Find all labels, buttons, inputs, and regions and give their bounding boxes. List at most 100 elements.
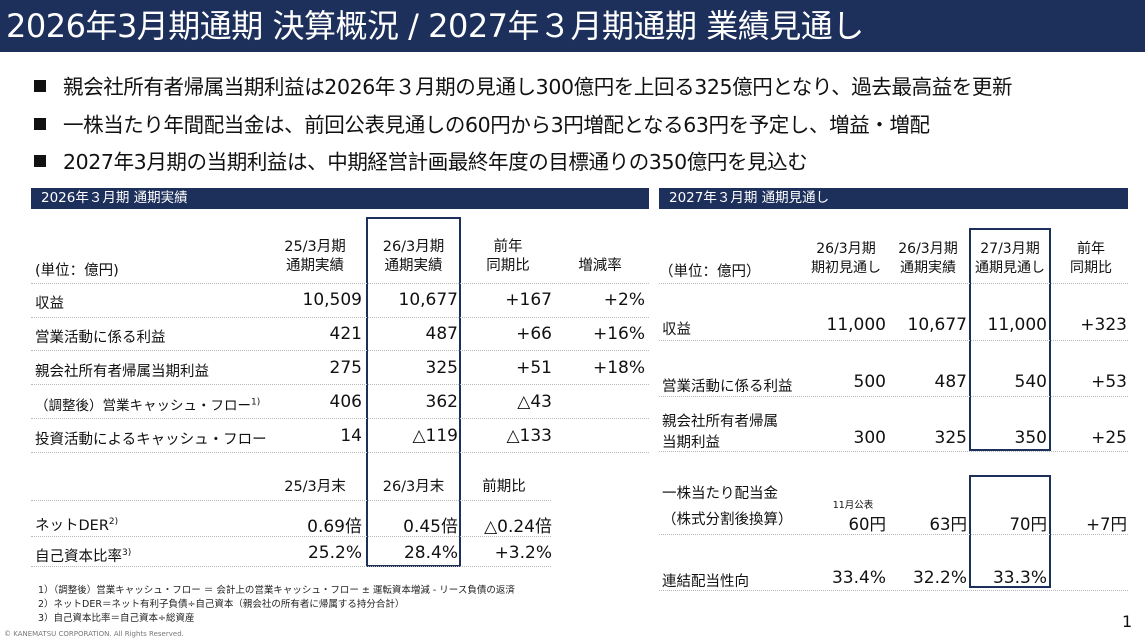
table-cell: 11,000 <box>826 315 886 335</box>
row-divider <box>659 283 1128 284</box>
column-header: 25/3月末 <box>284 479 346 495</box>
section-header-forecast: 2027年３月期 通期見通し <box>659 188 1128 209</box>
bullet-item: 親会社所有者帰属当期利益は2026年３月期の見通し300億円を上回る325億円と… <box>34 70 1012 100</box>
footnote: 3）自己資本比率＝自己資本÷総資産 <box>38 613 195 624</box>
column-header: 前年 同期比 <box>1056 240 1126 278</box>
table-cell: +323 <box>1080 315 1127 335</box>
row-label: 当期利益 <box>662 435 720 451</box>
table-cell: 487 <box>425 324 458 344</box>
table-cell: 25.2% <box>307 543 362 563</box>
column-header-text: 26/3月期 通期実績 <box>382 239 445 274</box>
column-header: 前年 同期比 <box>468 238 548 276</box>
row-divider <box>31 317 649 318</box>
column-header: 26/3月期 期初見通し <box>806 240 886 278</box>
row-divider <box>659 534 1128 535</box>
footnote: 1）（調整後）営業キャッシュ・フロー ＝ 会計上の営業キャッシュ・フロー ± 運… <box>38 585 515 596</box>
column-header-text: 前年 同期比 <box>1070 241 1112 276</box>
table-cell: +66 <box>516 324 552 344</box>
column-header-text: 増減率 <box>578 258 622 274</box>
page-number: 1 <box>1122 612 1133 631</box>
table-cell: 33.3% <box>992 568 1047 588</box>
table-cell: 275 <box>329 358 362 378</box>
table-cell: 0.45倍 <box>403 517 458 537</box>
table-cell: 32.2% <box>912 568 967 588</box>
row-divider <box>659 340 1128 341</box>
footnote: 2）ネットDER＝ネット有利子負債÷自己資本（親会社の所有者に帰属する持分合計） <box>38 599 405 610</box>
page-title: 2026年3月期通期 決算概況 / 2027年３月期通期 業績見通し <box>6 7 864 45</box>
table-cell: +25 <box>1091 428 1127 448</box>
table-cell: 28.4% <box>403 543 458 563</box>
row-label: 営業活動に係る利益 <box>35 330 166 346</box>
table-cell: 10,677 <box>907 315 967 335</box>
row-label: 収益 <box>35 296 64 312</box>
table-cell: 0.69倍 <box>307 517 362 537</box>
column-header-text: 前年 同期比 <box>486 239 530 274</box>
row-label: 一株当たり配当金 <box>662 486 778 502</box>
table-cell: 14 <box>340 426 362 446</box>
bullet-text: 一株当たり年間配当金は、前回公表見通しの60円から3円増配となる63円を予定し、… <box>63 113 930 137</box>
unit-label: (単位：億円) <box>35 263 119 279</box>
table-cell: 325 <box>934 428 967 448</box>
table-cell: 421 <box>329 324 362 344</box>
row-label-text: 自己資本比率 <box>35 549 122 565</box>
row-divider <box>659 590 1128 591</box>
section-header-results: 2026年３月期 通期実績 <box>31 188 649 209</box>
table-cell: 325 <box>425 358 458 378</box>
column-header-text: 26/3月期 期初見通し <box>811 241 881 276</box>
row-label: 親会社所有者帰属当期利益 <box>35 364 209 380</box>
bullet-item: 2027年3月期の当期利益は、中期経営計画最終年度の目標通りの350億円を見込む <box>34 145 808 175</box>
row-label: 投資活動によるキャッシュ・フロー <box>35 432 267 448</box>
row-divider <box>31 418 649 419</box>
row-label: 連結配当性向 <box>662 574 749 590</box>
row-label: 親会社所有者帰属 <box>662 414 778 430</box>
highlight-column-box <box>969 228 1051 451</box>
row-label-text: （調整後）営業キャッシュ・フロー <box>35 398 251 414</box>
title-bar: 2026年3月期通期 決算概況 / 2027年３月期通期 業績見通し <box>0 0 1145 52</box>
table-cell: +3.2% <box>494 543 552 563</box>
table-cell: 10,677 <box>398 290 458 310</box>
table-cell: 70円 <box>1009 515 1048 534</box>
copyright: © KANEMATSU CORPORATION. All Rights Rese… <box>4 630 184 638</box>
table-cell: +167 <box>505 290 552 310</box>
row-label: 自己資本比率3) <box>35 545 131 566</box>
table-cell: +16% <box>592 324 645 344</box>
table-cell: 60円 <box>848 515 887 534</box>
table-cell: 540 <box>1014 372 1047 392</box>
table-cell: +18% <box>592 358 645 378</box>
table-cell: +51 <box>516 358 552 378</box>
table-cell: 362 <box>425 392 458 412</box>
column-header-text: 27/3月期 通期見通し <box>975 241 1045 276</box>
table-cell: 33.4% <box>831 568 886 588</box>
row-label: 営業活動に係る利益 <box>662 379 793 395</box>
row-divider <box>31 500 551 501</box>
table-cell: +53 <box>1091 372 1127 392</box>
row-divider <box>31 452 649 453</box>
highlight-column-box <box>969 475 1051 588</box>
footnote-ref: 2) <box>108 517 119 528</box>
table-cell: 350 <box>1014 428 1047 448</box>
row-label: （調整後）営業キャッシュ・フロー1) <box>35 394 261 415</box>
footnote-ref: 1) <box>251 397 261 408</box>
table-cell: △133 <box>506 426 552 446</box>
column-header: 26/3月期 通期実績 <box>369 238 458 276</box>
column-header: 25/3月期 通期実績 <box>270 238 360 276</box>
row-divider <box>659 396 1128 397</box>
unit-label: （単位：億円） <box>659 264 761 280</box>
table-cell: 11,000 <box>987 315 1047 335</box>
table-cell: 487 <box>934 372 967 392</box>
announcement-note: 11月公表 <box>832 500 874 511</box>
square-bullet-icon <box>34 118 46 130</box>
row-divider <box>31 384 649 385</box>
table-cell: 300 <box>853 428 886 448</box>
table-cell: 63円 <box>929 515 968 534</box>
square-bullet-icon <box>34 155 46 167</box>
row-label: （株式分割後換算） <box>662 512 793 528</box>
row-label: ネットDER2) <box>35 514 118 535</box>
column-header: 26/3月期 通期実績 <box>888 240 968 278</box>
row-label: 収益 <box>662 322 691 338</box>
footnote-ref: 3) <box>122 548 132 559</box>
table-cell: +7円 <box>1086 515 1127 534</box>
table-cell: 406 <box>329 392 362 412</box>
row-divider <box>31 350 649 351</box>
column-header-text: 26/3月期 通期実績 <box>898 241 958 276</box>
